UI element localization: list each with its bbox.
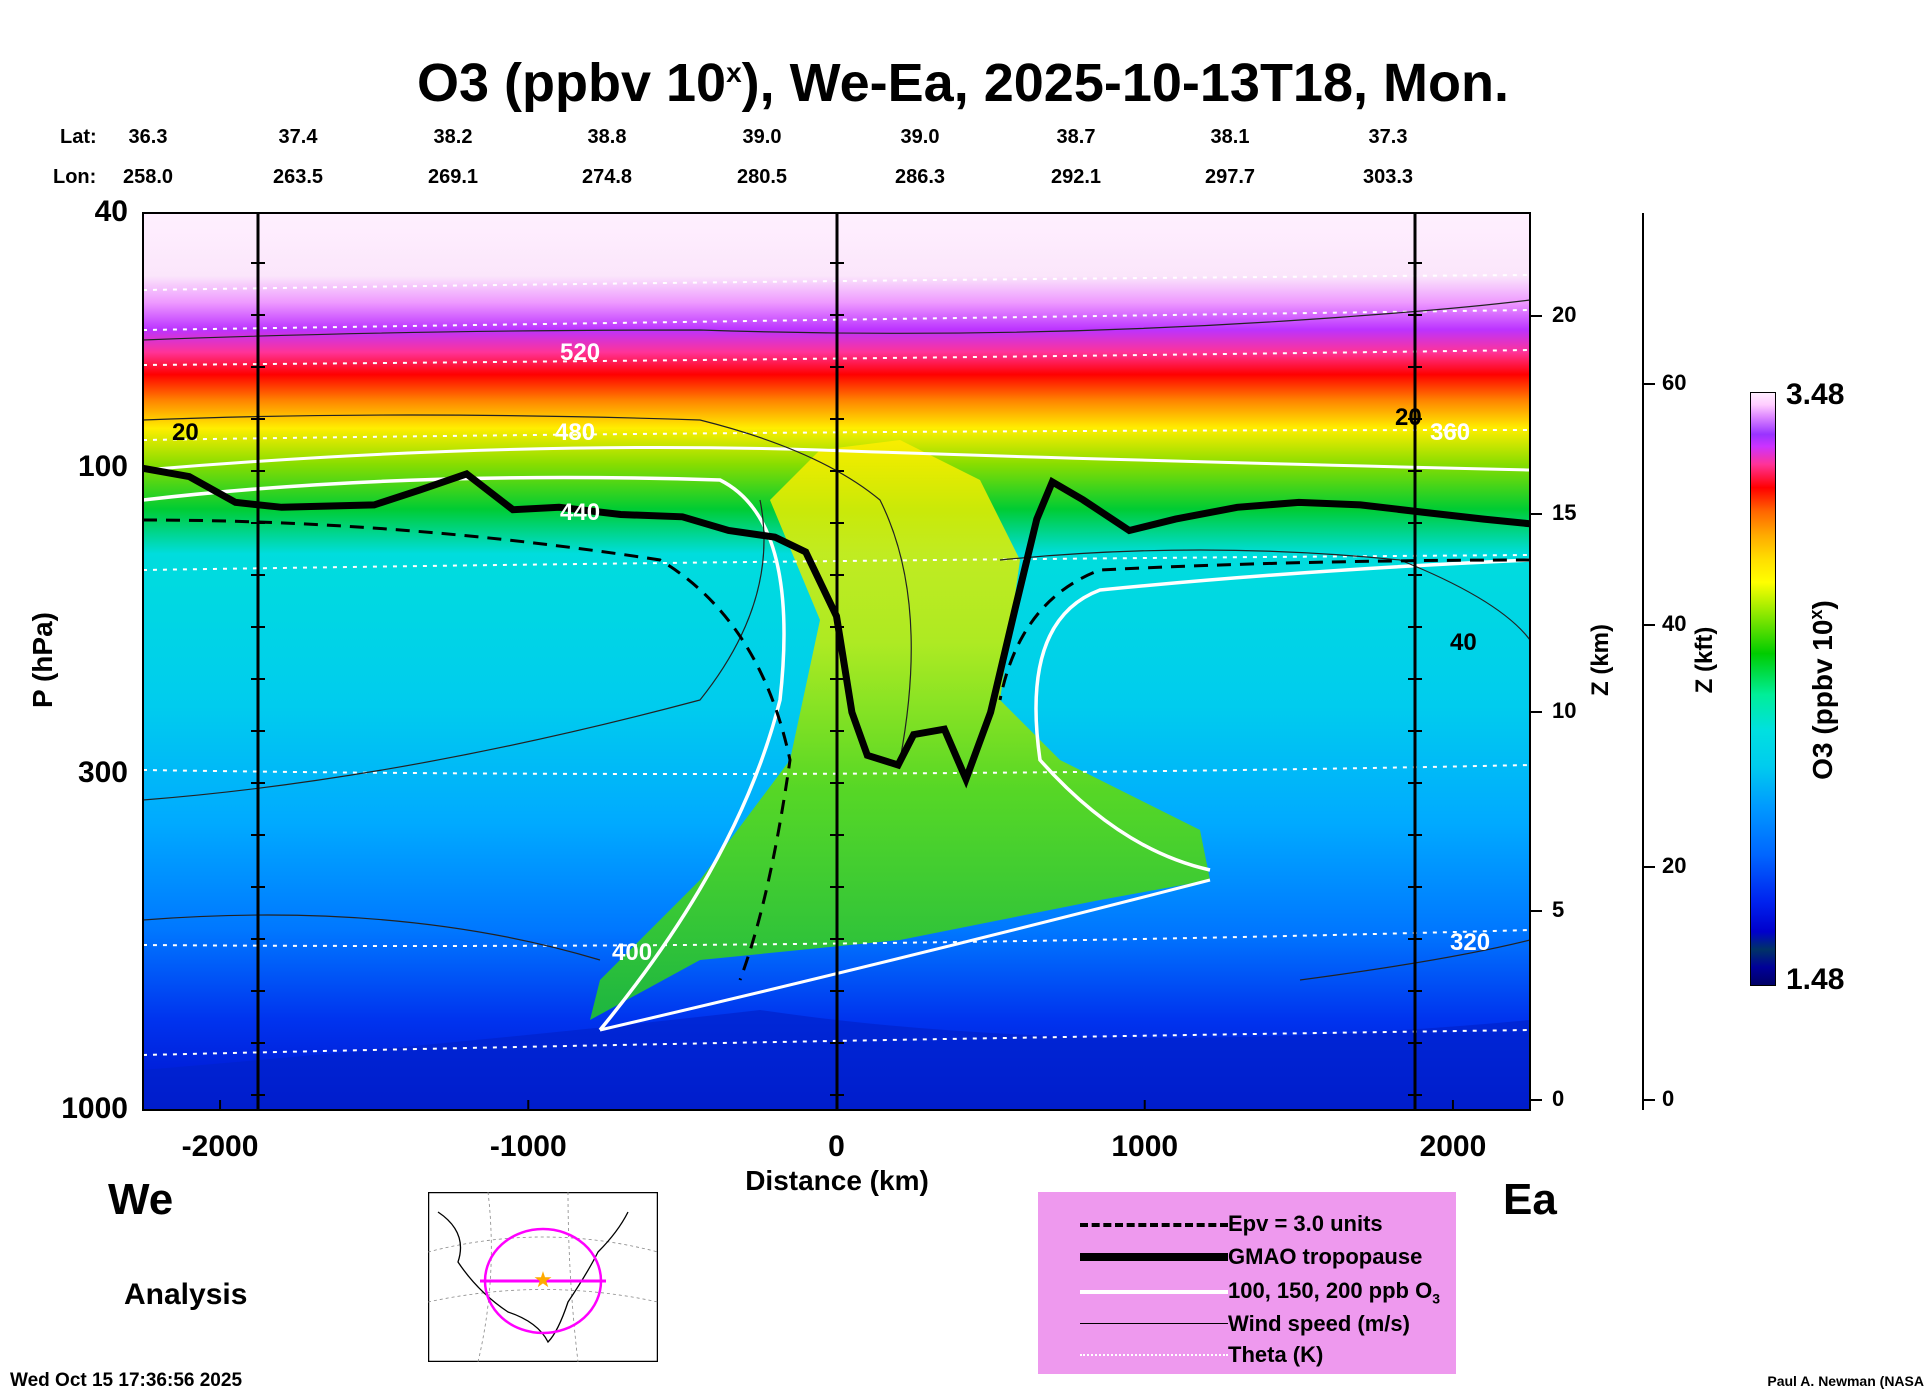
west-label: We [108,1175,174,1224]
marker-ticks [251,262,1422,1096]
z-km-title: Z (km) [1587,624,1614,696]
y-tick-label: 300 [77,756,128,790]
x-tick-label: -1000 [489,1130,567,1163]
epv-contour-east [998,558,1530,701]
lat-value: 37.4 [278,126,318,148]
z-kft-tick-label: 60 [1662,370,1687,395]
lon-value: 280.5 [736,166,788,188]
analysis-label: Analysis [124,1278,248,1311]
intrusion-region [590,440,1210,1020]
east-label: Ea [1503,1175,1557,1224]
x-tick-marks [219,1100,1454,1110]
z-kft-tick-label: 0 [1662,1086,1675,1111]
svg-text:440: 440 [560,499,600,526]
theta-labels: 520 480 440 400 360 320 [555,339,1490,966]
z-km-tick-label: 15 [1552,500,1577,525]
lat-value: 39.0 [900,126,940,148]
legend-theta: Theta (K) [1038,1340,1456,1370]
lon-value: 263.5 [272,166,324,188]
svg-text:320: 320 [1450,929,1490,956]
lat-value: 38.2 [433,126,473,148]
svg-text:40: 40 [1450,629,1477,656]
svg-text:20: 20 [1395,404,1422,431]
wind-speed-contours [143,299,1530,981]
lat-row-label: Lat: [60,126,97,148]
colorbar-min: 1.48 [1786,963,1845,996]
x-tick-label: 2000 [1419,1130,1487,1163]
lat-value: 38.1 [1210,126,1250,148]
tropopause-line [143,464,1530,789]
lon-value: 286.3 [894,166,946,188]
z-km-tick-marks [1530,315,1542,1101]
ozone-contour-upper [143,446,1530,472]
legend-tropopause: GMAO tropopause [1038,1242,1456,1272]
lon-value: 269.1 [427,166,479,188]
colorbar-label: O3 (ppbv 10x) [1806,600,1838,780]
colorbar-max: 3.48 [1786,378,1845,411]
legend-ozone: 100, 150, 200 ppb O3 [1038,1276,1456,1306]
lon-value: 297.7 [1204,166,1256,188]
x-tick-label: -2000 [181,1130,259,1163]
z-km-tick-label: 5 [1552,897,1565,922]
lon-value: 258.0 [122,166,174,188]
wind-labels: 20 20 40 [172,404,1477,656]
z-km-tick-label: 0 [1552,1086,1565,1111]
y-tick-label: 100 [77,450,128,484]
z-km-tick-label: 20 [1552,302,1577,327]
colorbar [1750,392,1776,986]
svg-text:20: 20 [172,419,199,446]
z-kft-tick-label: 20 [1662,853,1687,878]
z-kft-tick-label: 40 [1662,611,1687,636]
ozone-contour-east [1034,558,1530,872]
timestamp: Wed Oct 15 17:36:56 2025 [10,1370,243,1391]
y-axis-title: P (hPa) [27,612,58,708]
x-tick-label: 0 [828,1130,845,1163]
z-km-tick-label: 10 [1552,698,1577,723]
theta-contours [143,274,1530,1056]
svg-text:400: 400 [612,939,652,966]
epv-contour-west [143,518,792,981]
lon-value: 274.8 [581,166,633,188]
lat-value: 36.3 [128,126,168,148]
svg-text:360: 360 [1430,419,1470,446]
lat-value: 37.3 [1368,126,1408,148]
legend-epv: Epv = 3.0 units [1038,1209,1456,1239]
credit: Paul A. Newman (NASA [1767,1373,1924,1389]
ozone-contour-lower [599,878,1211,1032]
lon-row-label: Lon: [53,166,97,188]
coastline [437,1211,629,1344]
marker-lines [256,213,1417,1110]
x-axis-title: Distance (km) [745,1165,929,1196]
z-kft-tick-marks [1643,383,1655,1101]
lat-value: 38.8 [587,126,627,148]
svg-text:520: 520 [560,339,600,366]
lon-value: 292.1 [1050,166,1102,188]
y-tick-label: 1000 [61,1092,128,1125]
lon-value: 303.3 [1362,166,1414,188]
x-tick-label: 1000 [1111,1130,1179,1163]
y-tick-label: 40 [94,195,128,228]
legend-wind: Wind speed (m/s) [1038,1309,1456,1339]
legend: Epv = 3.0 units GMAO tropopause 100, 150… [1038,1192,1456,1374]
center-star-icon: ★ [533,1267,553,1292]
lat-value: 38.7 [1056,126,1096,148]
inset-map: ★ [428,1192,658,1362]
svg-text:480: 480 [555,419,595,446]
lat-value: 39.0 [742,126,782,148]
z-kft-title: Z (kft) [1691,627,1718,694]
chart-title: O3 (ppbv 10x), We-Ea, 2025-10-13T18, Mon… [417,53,1509,113]
